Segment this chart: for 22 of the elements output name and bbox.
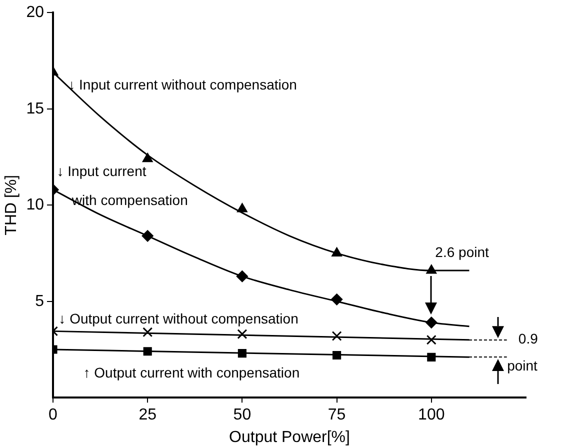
x-tick-label: 25 — [138, 406, 157, 424]
annotation: ↓ Output current without compensation — [58, 310, 298, 326]
point — [142, 327, 153, 338]
x-tick-label: 50 — [233, 406, 252, 424]
annotation: 0.9 — [518, 330, 538, 347]
y-axis-title: THD [%] — [3, 174, 20, 236]
y-tick-label: 20 — [26, 4, 44, 22]
y-tick-label: 15 — [26, 100, 44, 118]
annotation: ↓ Input current — [56, 163, 146, 180]
x-tick-label: 75 — [328, 406, 346, 424]
x-tick-label: 100 — [418, 406, 445, 424]
y-tick-label: 5 — [35, 292, 44, 310]
annotation: point — [507, 358, 538, 374]
x-tick-label: 0 — [48, 406, 58, 424]
x-axis-title: Output Power[%] — [229, 428, 350, 446]
point — [332, 331, 342, 341]
point — [237, 203, 248, 212]
annotation: ↑ Output current with conpensation — [83, 364, 300, 380]
point — [426, 334, 436, 345]
y-tick-label: 10 — [26, 196, 44, 214]
annotation: 2.6 point — [435, 244, 490, 260]
point — [237, 329, 248, 340]
